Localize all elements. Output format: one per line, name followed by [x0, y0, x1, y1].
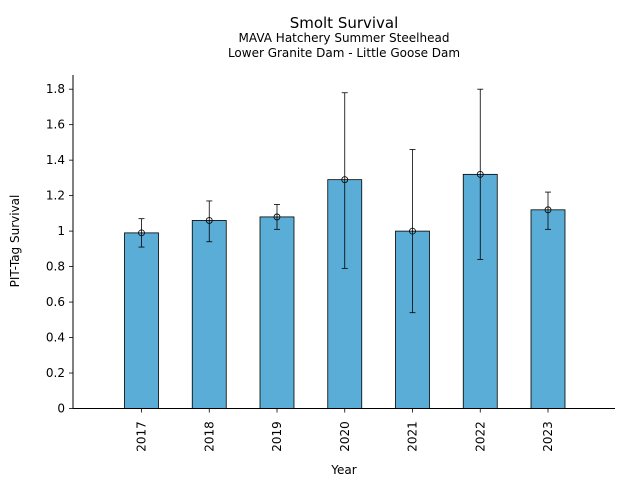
point-marker-2018 [205, 217, 213, 224]
x-tick-label-2019: 2019 [270, 421, 284, 452]
error-bar-2020 [341, 92, 348, 269]
x-tick-label-2021: 2021 [406, 421, 420, 452]
point-marker-2021 [409, 227, 416, 235]
point-marker-2020 [341, 176, 349, 184]
x-axis-label: Year [330, 463, 356, 477]
point-marker-2022 [476, 170, 484, 178]
bar-2017 [124, 232, 159, 409]
bar-2018 [191, 220, 227, 409]
y-tick-label-1: 0.2 [46, 366, 65, 380]
y-tick-label-3: 0.6 [46, 295, 65, 309]
y-tick-label-2: 0.4 [46, 331, 65, 345]
y-tick-label-6: 1.2 [46, 189, 65, 203]
chart-title: Smolt Survival [290, 14, 399, 32]
x-tick-label-2020: 2020 [338, 421, 352, 452]
error-bar-2018 [206, 200, 213, 243]
x-ticks-layer: 2017 2018 2019 2020 2021 2022 2023 [135, 408, 555, 452]
y-axis-label: PIT-Tag Survival [8, 195, 22, 288]
error-bar-2022 [477, 88, 484, 260]
error-bars-layer [138, 88, 552, 314]
point-marker-2019 [273, 213, 281, 221]
point-marker-2017 [138, 229, 145, 237]
bar-2023 [530, 209, 566, 409]
y-tick-label-8: 1.6 [46, 118, 65, 132]
error-bar-2021 [409, 149, 416, 314]
point-marker-2023 [544, 206, 552, 214]
x-tick-label-2018: 2018 [202, 421, 216, 452]
x-tick-label-2023: 2023 [541, 421, 555, 452]
error-bar-2023 [545, 191, 551, 230]
y-tick-label-5: 1 [57, 224, 65, 238]
x-tick-label-2022: 2022 [473, 421, 487, 452]
y-tick-label-9: 1.8 [46, 82, 65, 96]
y-tick-label-7: 1.4 [46, 153, 65, 167]
x-tick-label-2017: 2017 [135, 421, 149, 452]
bar-2019 [259, 216, 295, 409]
chart-subtitle-line-1: MAVA Hatchery Summer Steelhead [239, 31, 450, 45]
error-bar-2017 [138, 218, 145, 248]
error-bar-2019 [274, 204, 280, 230]
y-tick-label-4: 0.8 [46, 260, 65, 274]
y-tick-label-0: 0 [57, 402, 65, 416]
y-ticks-layer: 0 0.2 0.4 0.6 0.8 1 1.2 1.4 1.6 1.8 [46, 82, 73, 416]
chart-subtitle-line-2: Lower Granite Dam - Little Goose Dam [228, 46, 460, 60]
